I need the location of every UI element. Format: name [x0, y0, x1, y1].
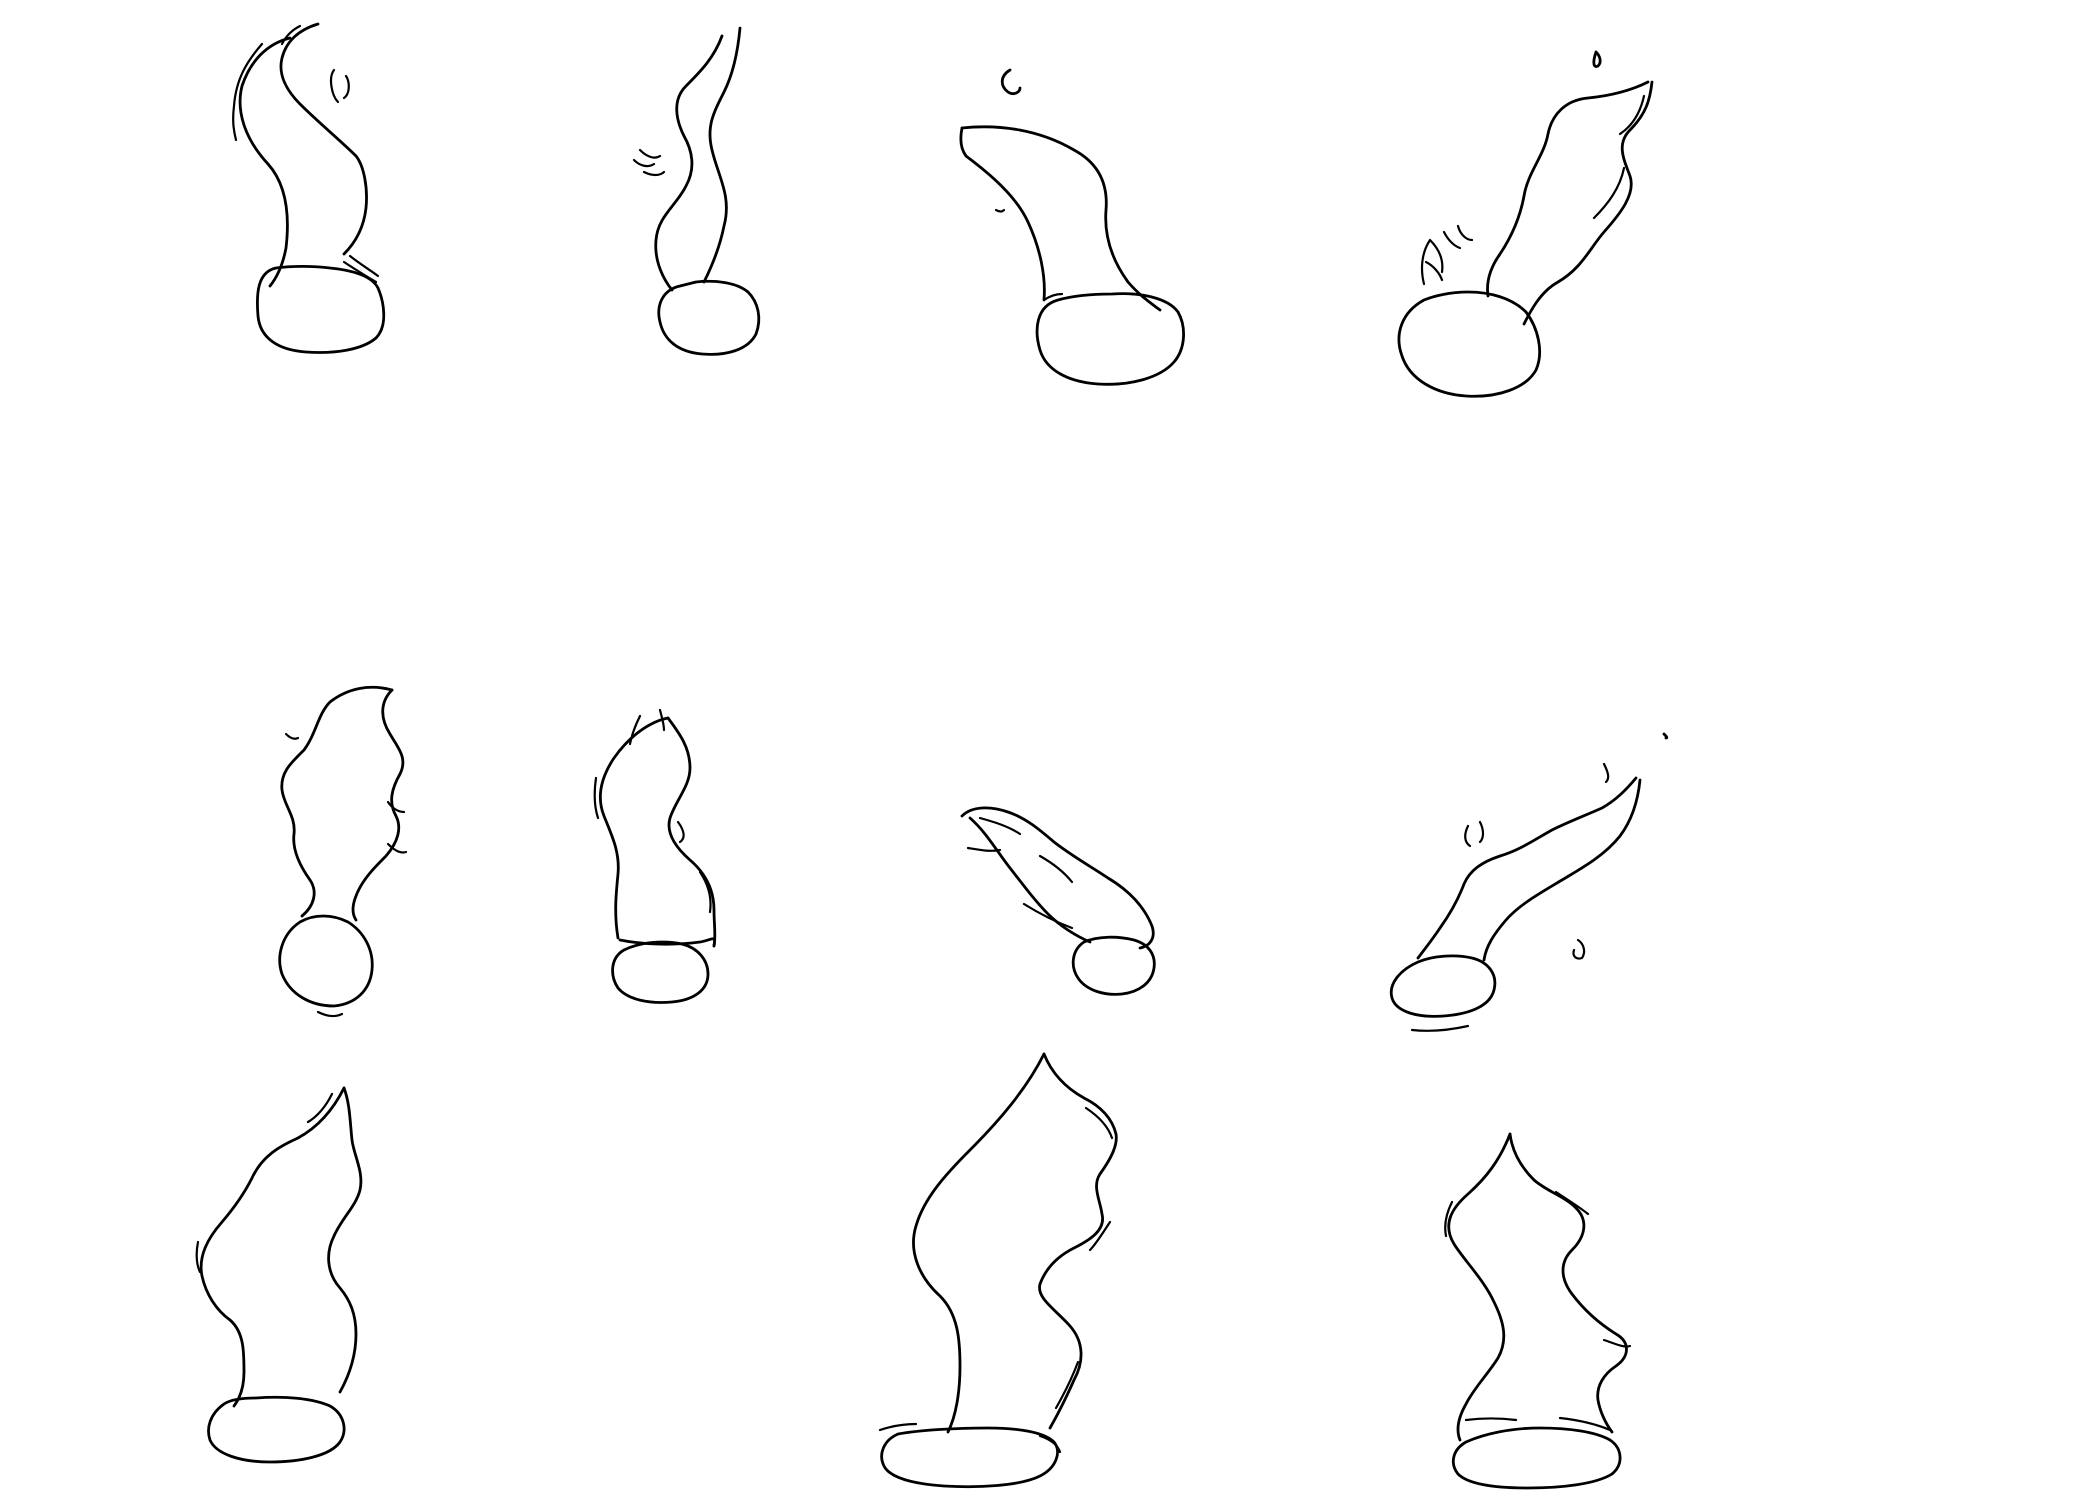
sketch-5 — [278, 685, 408, 1018]
sketch-3 — [959, 68, 1185, 386]
sketch-10 — [878, 1052, 1118, 1489]
sketch-7 — [960, 806, 1156, 996]
sketch-8 — [1389, 732, 1669, 1032]
sketch-4 — [1397, 50, 1654, 398]
sketch-6 — [593, 708, 717, 1004]
sketch-9 — [195, 1086, 363, 1464]
sketch-2 — [632, 26, 761, 356]
sketch-1 — [232, 22, 386, 354]
sketch-11 — [1444, 1132, 1632, 1490]
